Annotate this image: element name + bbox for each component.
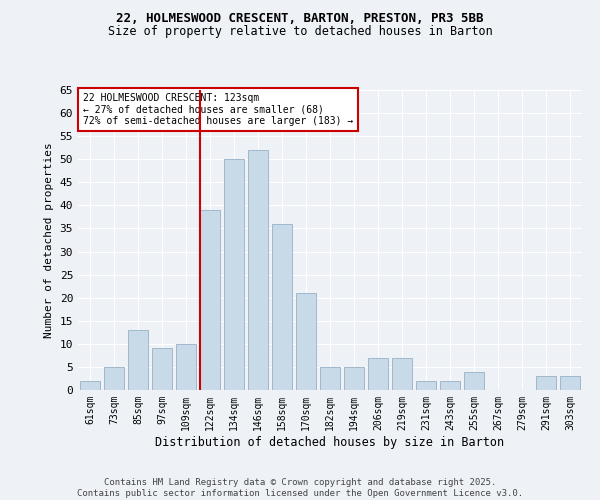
X-axis label: Distribution of detached houses by size in Barton: Distribution of detached houses by size … [155, 436, 505, 448]
Bar [536, 376, 556, 390]
Bar [80, 381, 100, 390]
Bar [128, 330, 148, 390]
Bar [344, 367, 364, 390]
Bar [440, 381, 460, 390]
Bar [200, 210, 220, 390]
Bar [464, 372, 484, 390]
Bar [176, 344, 196, 390]
Bar [224, 159, 244, 390]
Bar [248, 150, 268, 390]
Y-axis label: Number of detached properties: Number of detached properties [44, 142, 54, 338]
Bar [152, 348, 172, 390]
Text: 22 HOLMESWOOD CRESCENT: 123sqm
← 27% of detached houses are smaller (68)
72% of : 22 HOLMESWOOD CRESCENT: 123sqm ← 27% of … [83, 93, 353, 126]
Text: 22, HOLMESWOOD CRESCENT, BARTON, PRESTON, PR3 5BB: 22, HOLMESWOOD CRESCENT, BARTON, PRESTON… [116, 12, 484, 26]
Bar [560, 376, 580, 390]
Bar [368, 358, 388, 390]
Bar [272, 224, 292, 390]
Text: Size of property relative to detached houses in Barton: Size of property relative to detached ho… [107, 25, 493, 38]
Bar [392, 358, 412, 390]
Text: Contains HM Land Registry data © Crown copyright and database right 2025.
Contai: Contains HM Land Registry data © Crown c… [77, 478, 523, 498]
Bar [320, 367, 340, 390]
Bar [104, 367, 124, 390]
Bar [296, 293, 316, 390]
Bar [416, 381, 436, 390]
